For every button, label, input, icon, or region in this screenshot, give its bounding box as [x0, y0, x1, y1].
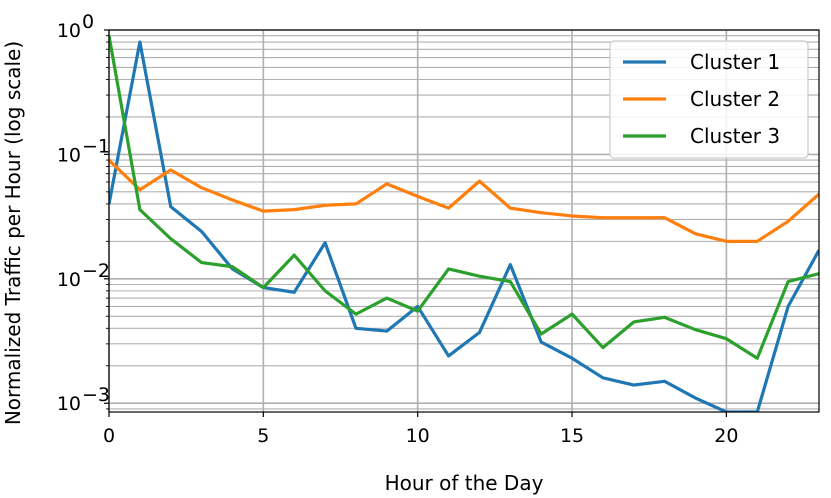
y-tick-exponent: −3: [82, 384, 110, 406]
y-tick-label: 10: [57, 393, 81, 415]
series-line-cluster-2: [109, 158, 819, 243]
y-tick-exponent: 0: [82, 11, 94, 33]
x-tick-label: 0: [103, 425, 115, 447]
legend-box: [609, 40, 809, 159]
legend-label: Cluster 3: [690, 124, 780, 148]
y-tick-label: 10: [57, 269, 81, 291]
x-axis-title: Hour of the Day: [385, 471, 544, 495]
y-tick-exponent: −2: [82, 260, 110, 282]
legend: Cluster 1 Cluster 2 Cluster 3: [609, 40, 809, 159]
y-tick-base: 10: [57, 144, 81, 166]
y-tick-label: 10: [57, 20, 81, 42]
y-tick-base: 10: [57, 269, 81, 291]
x-tick-label: 10: [406, 425, 430, 447]
y-axis-title: Normalized Traffic per Hour (log scale): [1, 41, 25, 425]
series-lines: [109, 35, 819, 412]
y-tick-base: 10: [57, 393, 81, 415]
y-tick-base: 10: [57, 20, 81, 42]
plot-frame: [108, 29, 820, 413]
y-tick-label: 10: [57, 144, 81, 166]
legend-label: Cluster 1: [690, 50, 780, 74]
x-tick-label: 20: [714, 425, 738, 447]
series-line-cluster-3: [109, 35, 819, 360]
x-tick-label: 5: [257, 425, 269, 447]
legend-label: Cluster 2: [690, 87, 780, 111]
series-line-cluster-1: [109, 40, 819, 412]
x-tick-label: 15: [560, 425, 584, 447]
y-tick-exponent: −1: [82, 135, 110, 157]
